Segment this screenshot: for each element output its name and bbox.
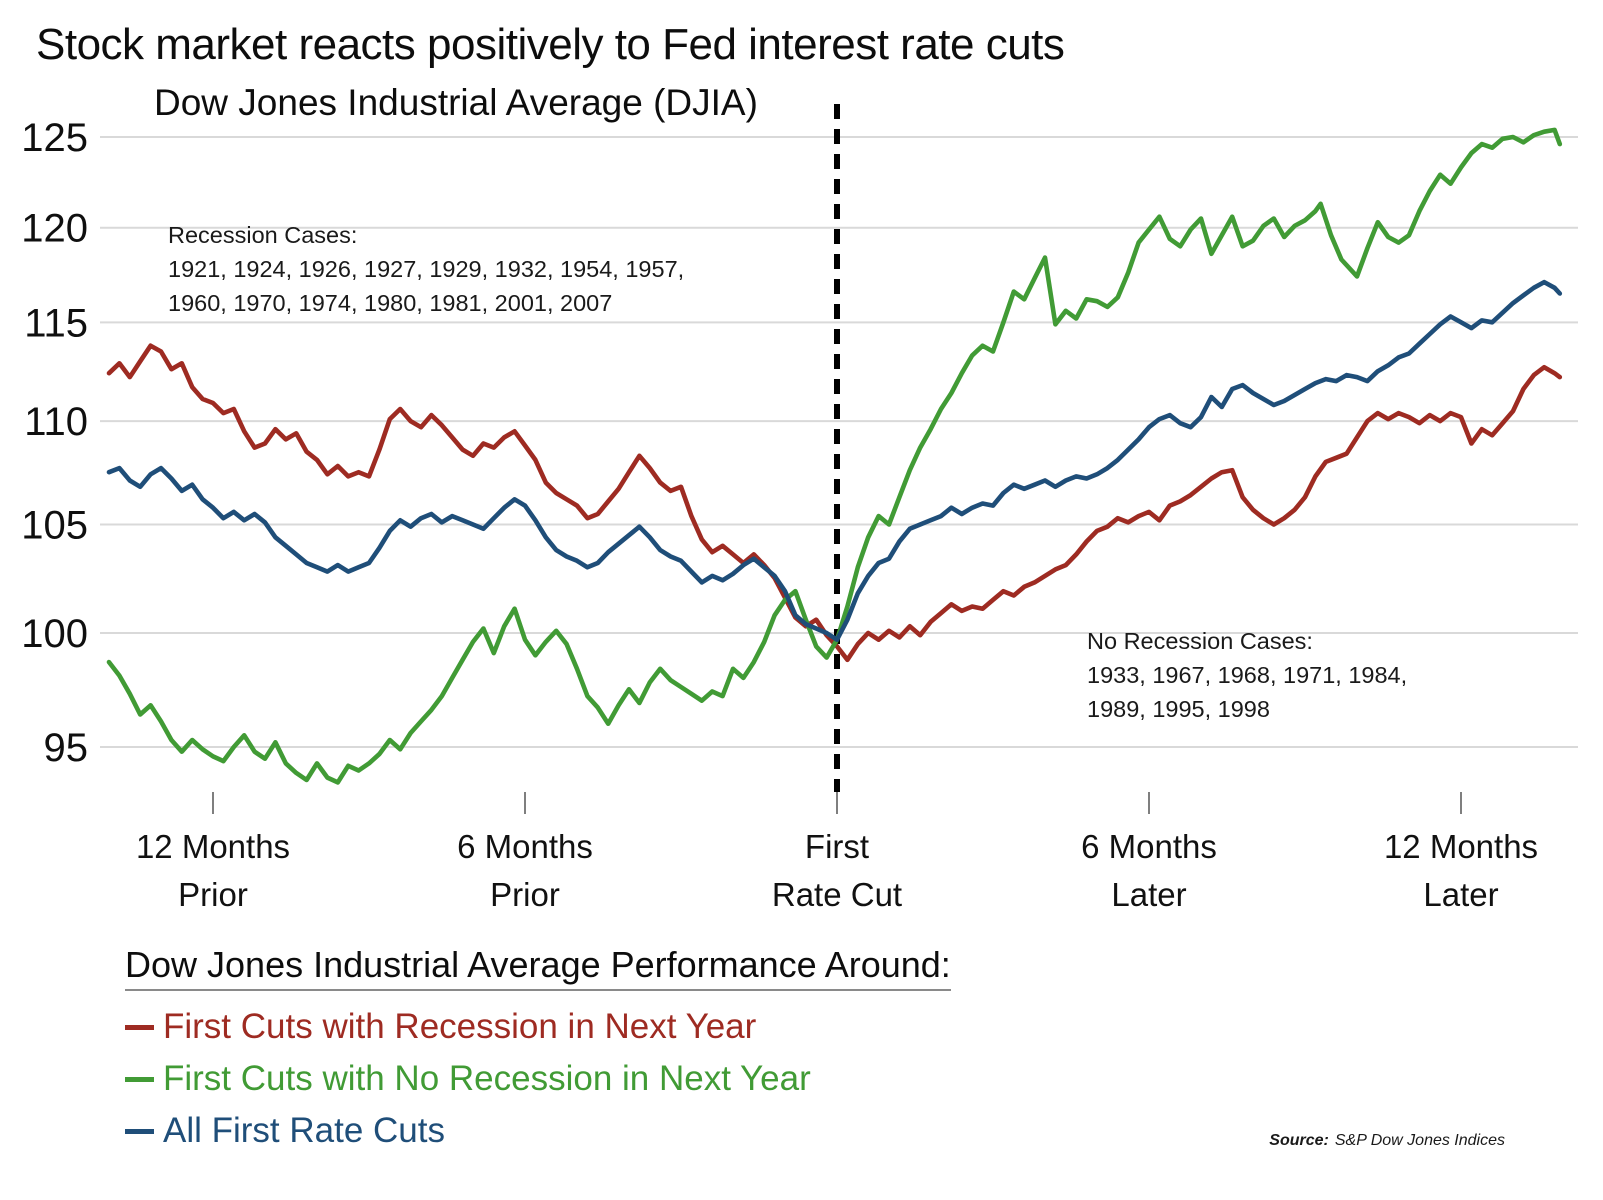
source-text: S&P Dow Jones Indices	[1334, 1132, 1505, 1149]
series-line-first-cuts-with-recession-in-next-year	[106, 343, 1563, 663]
annotation-no-recession-cases: No Recession Cases: 1933, 1967, 1968, 19…	[1087, 624, 1407, 726]
x-tick-label--12: 12 Months Prior	[136, 828, 290, 913]
annotation-recession-cases: Recession Cases: 1921, 1924, 1926, 1927,…	[168, 218, 684, 320]
x-tick-label-6: 6 Months Later	[1081, 828, 1217, 913]
y-tick-label-115: 115	[24, 301, 88, 345]
y-tick-label-120: 120	[21, 207, 88, 251]
chart-subtitle: Dow Jones Industrial Average (DJIA)	[154, 82, 758, 123]
legend-item-label: All First Rate Cuts	[163, 1111, 445, 1150]
legend-item-all_cuts: All First Rate Cuts	[125, 1105, 951, 1157]
legend-dash-icon	[125, 1076, 154, 1082]
source-note: Source: S&P Dow Jones Indices	[1269, 1132, 1505, 1150]
x-tick-label-12: 12 Months Later	[1384, 828, 1538, 913]
x-tick-label--6: 6 Months Prior	[457, 828, 593, 913]
page-title: Stock market reacts positively to Fed in…	[36, 20, 1065, 69]
x-tick-label-0: First Rate Cut	[772, 828, 902, 913]
y-tick-label-100: 100	[21, 612, 88, 656]
legend-items: First Cuts with Recession in Next Year Fi…	[125, 1001, 951, 1157]
legend-item-recession: First Cuts with Recession in Next Year	[125, 1001, 951, 1053]
legend-item-no_recession: First Cuts with No Recession in Next Yea…	[125, 1053, 951, 1105]
annotation-recession-line2: 1960, 1970, 1974, 1980, 1981, 2001, 2007	[168, 290, 613, 316]
y-tick-label-110: 110	[24, 400, 88, 444]
legend-item-label: First Cuts with No Recession in Next Yea…	[163, 1059, 811, 1098]
legend-dash-icon	[125, 1128, 154, 1134]
annotation-recession-heading: Recession Cases:	[168, 222, 358, 248]
series-line-all-first-rate-cuts	[106, 279, 1563, 643]
y-tick-label-95: 95	[44, 726, 89, 770]
legend: Dow Jones Industrial Average Performance…	[125, 944, 951, 1157]
annotation-no-recession-heading: No Recession Cases:	[1087, 628, 1313, 654]
legend-dash-icon	[125, 1024, 154, 1030]
legend-item-label: First Cuts with Recession in Next Year	[163, 1007, 757, 1046]
source-label: Source:	[1269, 1132, 1329, 1149]
annotation-recession-line1: 1921, 1924, 1926, 1927, 1929, 1932, 1954…	[168, 256, 685, 282]
annotation-no-recession-line1: 1933, 1967, 1968, 1971, 1984,	[1087, 662, 1408, 688]
y-tick-label-105: 105	[21, 504, 88, 548]
legend-heading: Dow Jones Industrial Average Performance…	[125, 944, 951, 991]
annotation-no-recession-line2: 1989, 1995, 1998	[1087, 696, 1270, 722]
y-tick-label-125: 125	[21, 116, 88, 160]
